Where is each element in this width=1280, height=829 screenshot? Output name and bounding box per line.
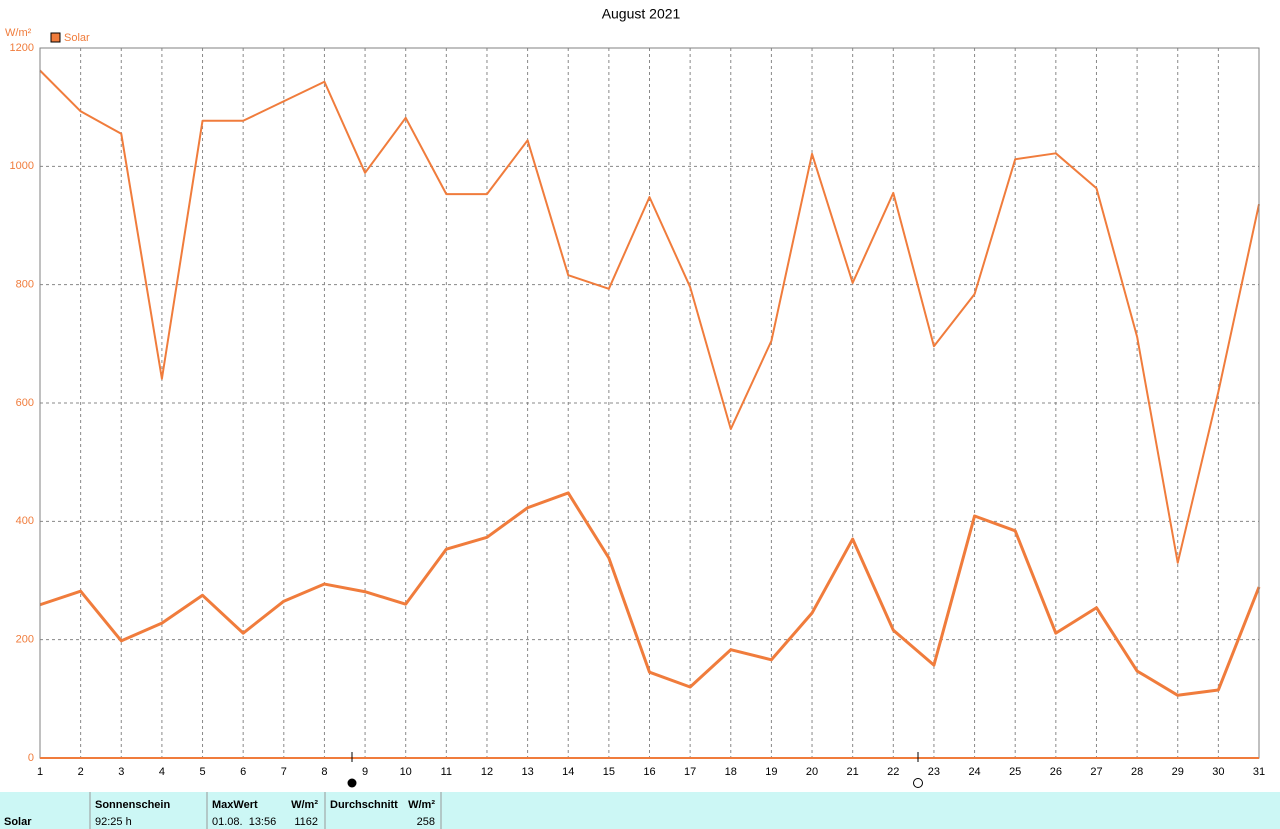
- data-line: [39, 491, 1261, 697]
- y-tick-label: 0: [28, 752, 34, 764]
- summary-row-label: Solar: [4, 816, 32, 828]
- summary-unit: W/m²: [291, 799, 318, 811]
- summary-value: 92:25 h: [95, 816, 132, 828]
- summary-header: MaxWert: [212, 799, 258, 811]
- x-tick-label: 26: [1050, 766, 1062, 778]
- x-tick-label: 16: [643, 766, 655, 778]
- x-tick-label: 2: [78, 766, 84, 778]
- x-tick-label: 24: [968, 766, 980, 778]
- summary-value: 258: [417, 816, 435, 828]
- x-tick-label: 12: [481, 766, 493, 778]
- x-tick-label: 18: [725, 766, 737, 778]
- x-tick-label: 22: [887, 766, 899, 778]
- summary-unit: W/m²: [408, 799, 435, 811]
- x-tick-label: 28: [1131, 766, 1143, 778]
- data-line: [39, 69, 1260, 564]
- x-tick-label: 13: [521, 766, 533, 778]
- summary-separators: [89, 792, 442, 829]
- x-tick-label: 27: [1090, 766, 1102, 778]
- y-tick-label: 400: [16, 515, 34, 527]
- summary-time: 01.08. 13:56: [212, 816, 276, 828]
- new-moon: [913, 778, 923, 788]
- y-tick-label: 600: [16, 397, 34, 409]
- summary-value: 1162: [294, 816, 318, 828]
- x-tick-label: 15: [603, 766, 615, 778]
- y-tick-label: 1200: [10, 42, 34, 54]
- x-tick-label: 20: [806, 766, 818, 778]
- y-tick-label: 800: [16, 279, 34, 291]
- x-tick-label: 8: [321, 766, 327, 778]
- x-tick-label: 9: [362, 766, 368, 778]
- x-tick-label: 11: [441, 766, 452, 778]
- x-tick-label: 29: [1172, 766, 1184, 778]
- x-tick-label: 3: [118, 766, 124, 778]
- x-tick-label: 4: [159, 766, 165, 778]
- y-tick-label: 1000: [10, 160, 34, 172]
- legend-swatch: [50, 32, 61, 43]
- x-tick-label: 30: [1212, 766, 1224, 778]
- x-tick-label: 21: [847, 766, 859, 778]
- summary-band: [0, 792, 1280, 829]
- x-tick-label: 17: [684, 766, 696, 778]
- x-tick-label: 25: [1009, 766, 1021, 778]
- summary-header: Sonnenschein: [95, 799, 170, 811]
- x-tick-label: 10: [400, 766, 412, 778]
- legend-label: Solar: [64, 32, 90, 44]
- x-tick-label: 31: [1253, 766, 1265, 778]
- plot: [39, 47, 1261, 759]
- x-tick-label: 14: [562, 766, 574, 778]
- x-tick-label: 6: [240, 766, 246, 778]
- x-tick-label: 7: [281, 766, 287, 778]
- y-axis-label: W/m²: [5, 27, 32, 39]
- chart-title: August 2021: [602, 6, 681, 22]
- summary-header: Durchschnitt: [330, 799, 398, 811]
- x-tick-label: 5: [199, 766, 205, 778]
- x-tick-label: 23: [928, 766, 940, 778]
- full-moon: [347, 778, 357, 788]
- x-tick-label: 19: [765, 766, 777, 778]
- y-tick-label: 200: [16, 634, 34, 646]
- x-tick-label: 1: [37, 766, 43, 778]
